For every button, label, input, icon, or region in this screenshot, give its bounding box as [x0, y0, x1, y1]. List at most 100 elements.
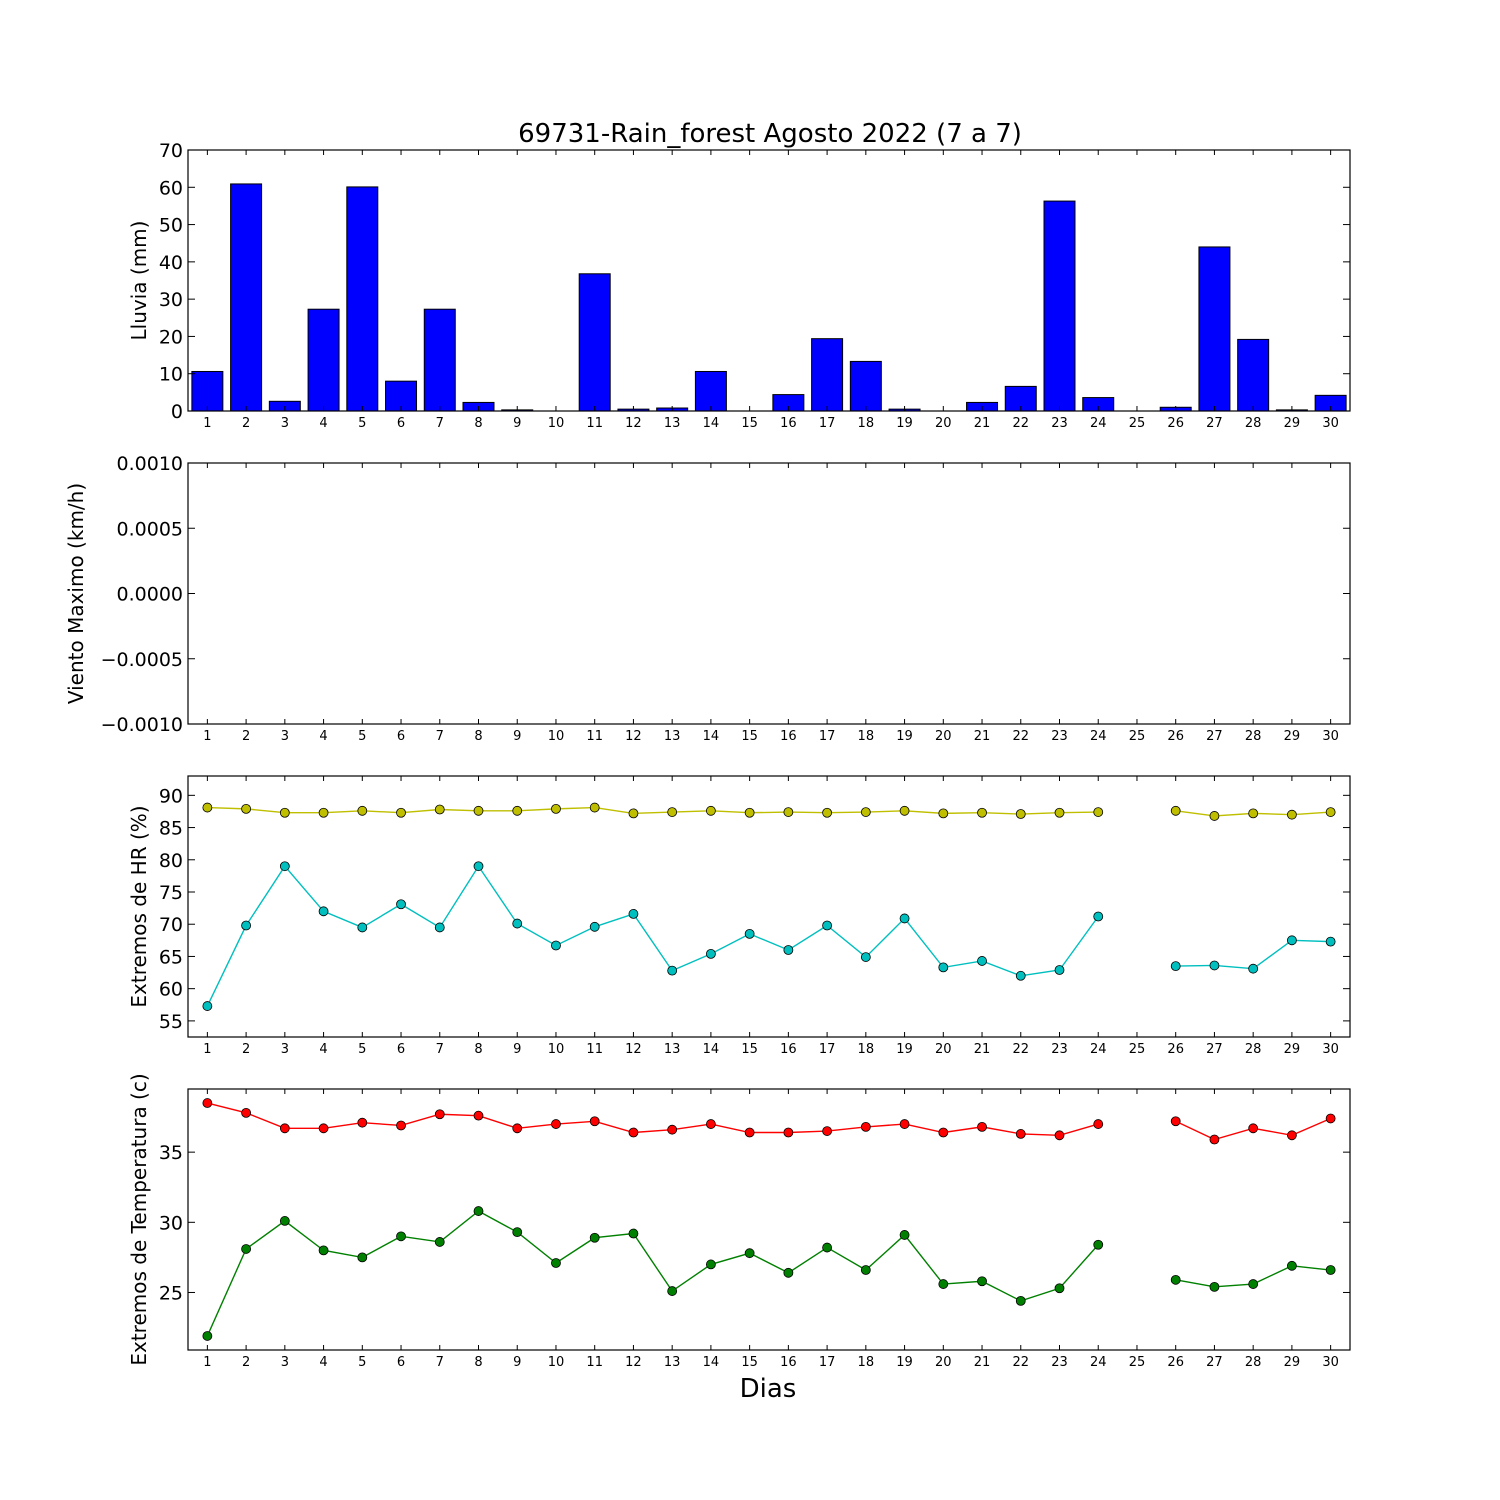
series-point — [1054, 1130, 1065, 1141]
series-point — [783, 945, 794, 955]
y-tick-label: 60 — [159, 979, 183, 1001]
x-tick-label: 22 — [1012, 729, 1029, 744]
x-tick-label: 3 — [281, 416, 289, 431]
axes-frame — [187, 149, 1351, 412]
axes-frame — [187, 1088, 1351, 1351]
series-point — [512, 1227, 523, 1238]
x-tick-label: 6 — [397, 416, 405, 431]
x-tick-label: 26 — [1167, 1355, 1184, 1370]
series-point — [1248, 1123, 1259, 1134]
x-tick-label: 6 — [397, 729, 405, 744]
rain-bar — [1043, 200, 1076, 412]
series-point — [202, 1098, 213, 1108]
x-tick-label: 18 — [858, 1042, 875, 1057]
y-tick-label: 65 — [159, 946, 183, 968]
x-tick-label: 23 — [1051, 1042, 1068, 1057]
x-tick-label: 20 — [935, 416, 952, 431]
series-point — [938, 1279, 949, 1289]
x-tick-label: 15 — [741, 729, 758, 744]
series-point — [512, 918, 523, 929]
series-point — [1209, 1281, 1220, 1292]
x-tick-label: 15 — [741, 1355, 758, 1370]
x-tick-label: 7 — [436, 1042, 444, 1057]
y-tick-label: 75 — [159, 882, 183, 904]
y-axis-label: Extremos de HR (%) — [127, 805, 151, 1007]
rain-bar — [230, 183, 263, 412]
x-tick-label: 5 — [358, 1355, 366, 1370]
rain-bar — [1198, 246, 1231, 412]
series-point — [1093, 807, 1104, 817]
y-tick-label: 10 — [159, 364, 183, 386]
series-point — [473, 1110, 484, 1121]
series-point — [667, 807, 678, 817]
x-tick-label: 7 — [436, 416, 444, 431]
series-point — [1325, 807, 1336, 817]
x-tick-label: 27 — [1206, 729, 1223, 744]
series-point — [357, 922, 368, 933]
x-tick-label: 14 — [703, 729, 720, 744]
x-tick-label: 26 — [1167, 729, 1184, 744]
x-tick-label: 9 — [513, 1042, 521, 1057]
series-point — [1209, 811, 1220, 821]
x-tick-label: 25 — [1129, 416, 1146, 431]
x-tick-label: 8 — [474, 1042, 482, 1057]
x-tick-label: 26 — [1167, 416, 1184, 431]
y-axis-label: Viento Maximo (km/h) — [64, 483, 88, 704]
rain-bar — [307, 308, 340, 412]
x-tick-label: 6 — [397, 1042, 405, 1057]
series-point — [977, 1276, 987, 1287]
series-point — [938, 1127, 949, 1138]
series-point — [1170, 1274, 1181, 1285]
x-tick-label: 30 — [1322, 416, 1339, 431]
x-tick-label: 16 — [780, 729, 797, 744]
y-tick-label: 90 — [159, 785, 183, 807]
series-point — [628, 909, 639, 919]
series-point — [473, 805, 484, 816]
x-tick-label: 4 — [319, 1355, 327, 1370]
x-tick-label: 2 — [242, 416, 250, 431]
x-tick-label: 10 — [548, 1042, 565, 1057]
x-tick-label: 23 — [1051, 1355, 1068, 1370]
x-tick-label: 25 — [1129, 1355, 1146, 1370]
series-point — [318, 1123, 329, 1134]
series-point — [860, 1121, 871, 1132]
x-tick-label: 16 — [780, 1355, 797, 1370]
x-tick-label: 28 — [1245, 1355, 1262, 1370]
x-tick-label: 19 — [896, 416, 913, 431]
x-tick-label: 11 — [586, 1355, 603, 1370]
series-point — [860, 1265, 871, 1275]
series-point — [783, 1267, 794, 1278]
series-point — [279, 861, 290, 872]
series-point — [589, 1116, 600, 1127]
chart-title: 69731-Rain_forest Agosto 2022 (7 a 7) — [518, 119, 1022, 149]
series-point — [396, 807, 406, 818]
series-point — [744, 1127, 755, 1138]
series-point — [822, 807, 832, 818]
x-tick-label: 28 — [1245, 416, 1262, 431]
y-tick-label: 85 — [159, 818, 183, 840]
x-tick-label: 22 — [1012, 1355, 1029, 1370]
series-point — [1015, 809, 1026, 819]
series-point — [241, 1244, 252, 1254]
series-point — [202, 1331, 213, 1341]
x-tick-label: 9 — [513, 1355, 521, 1370]
series-point — [667, 1286, 678, 1296]
x-tick-label: 17 — [819, 729, 836, 744]
x-tick-label: 10 — [548, 416, 565, 431]
series-point — [1170, 961, 1181, 972]
series-point — [202, 1001, 213, 1011]
x-tick-label: 29 — [1284, 416, 1301, 431]
x-tick-label: 18 — [858, 416, 875, 431]
y-tick-label: −0.0005 — [101, 649, 183, 671]
series-point — [977, 1121, 987, 1132]
x-tick-label: 14 — [703, 416, 720, 431]
chart-panels: 1 2 3 4 5 6 7 8 9 10 11 12 13 14 15 16 17 18 19 20 21 22 23 24 2… — [64, 140, 1351, 1370]
panel-2: 1 2 3 4 5 6 7 8 9 10 11 12 13 14 15 16 17 18 19 20 21 22 23 24 2… — [64, 453, 1351, 744]
x-tick-label: 1 — [203, 1042, 211, 1057]
x-tick-label: 19 — [896, 1355, 913, 1370]
x-tick-label: 11 — [586, 416, 603, 431]
series-point — [551, 940, 561, 951]
y-tick-label: 30 — [159, 1212, 183, 1234]
series-point — [667, 965, 678, 976]
x-tick-label: 18 — [858, 1355, 875, 1370]
